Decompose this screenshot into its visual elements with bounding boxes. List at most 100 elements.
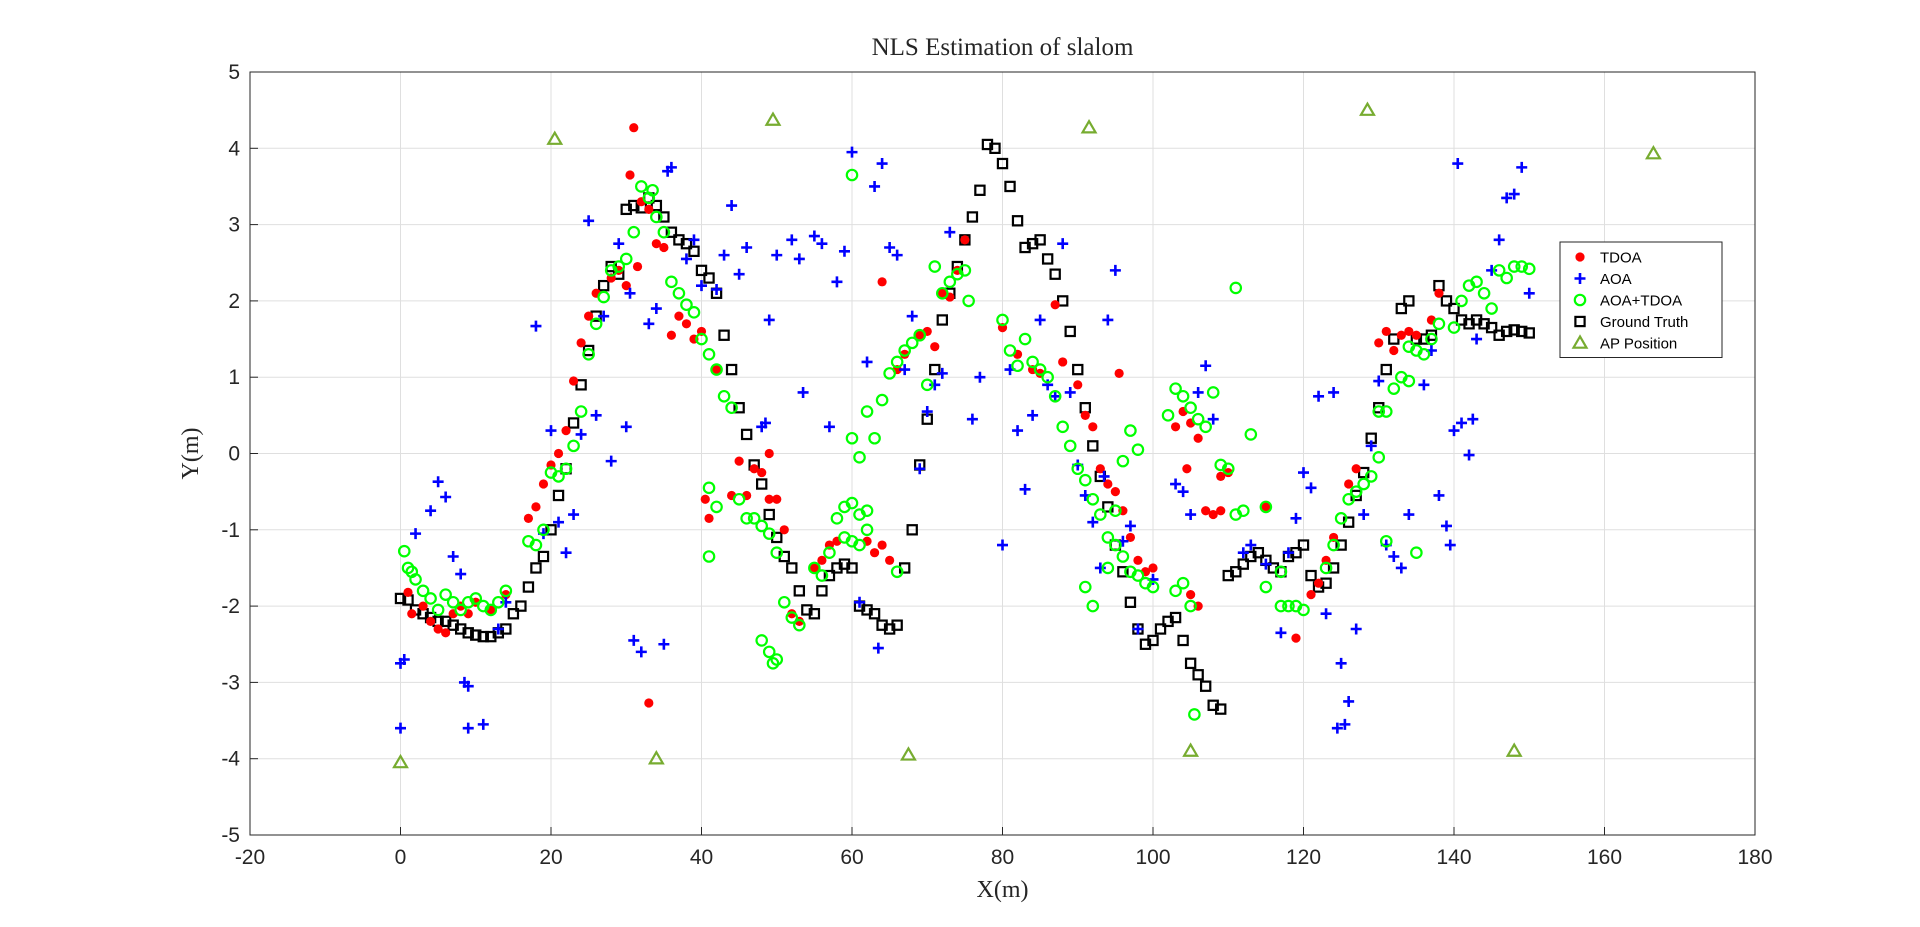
aoa-point: [876, 158, 888, 170]
aoa-point: [1124, 520, 1136, 532]
aoa-tdoa-point: [665, 275, 678, 289]
aoa-point: [854, 596, 866, 608]
x-tick-label: 180: [1737, 846, 1772, 869]
aoa-tdoa-point: [845, 431, 859, 445]
ground-truth-point: [1516, 325, 1528, 338]
aoa-tdoa-point: [1282, 599, 1295, 613]
aoa-point: [447, 551, 459, 563]
y-tick-label: 2: [228, 290, 240, 313]
y-tick-label: -2: [221, 595, 240, 618]
aoa-tdoa-point: [1094, 508, 1107, 521]
ticks: -20 0 20 40 60 80 100 120 140 160 180 -5 -4 -3 -2 -1 0 1 2…: [221, 61, 1772, 869]
aoa-point: [929, 379, 941, 391]
aoa-point: [477, 718, 489, 730]
aoa-tdoa-point: [853, 451, 866, 464]
ground-truth-point: [755, 478, 768, 490]
aoa-tdoa-point: [1379, 405, 1393, 418]
aoa-tdoa-point: [1274, 599, 1288, 613]
y-tick-label: -3: [221, 671, 240, 694]
aoa-tdoa-point: [1176, 576, 1190, 590]
aoa-point: [1109, 264, 1121, 276]
aoa-tdoa-point: [1259, 500, 1273, 514]
aoa-tdoa-point: [567, 439, 580, 453]
ground-truth-point: [891, 619, 903, 631]
aoa-point: [492, 623, 504, 635]
ground-truth-point: [808, 608, 821, 620]
ground-truth-point: [1087, 440, 1099, 452]
ap-position-point: [1182, 742, 1200, 757]
aoa-tdoa-point: [1500, 271, 1513, 285]
aoa-tdoa-point: [793, 618, 806, 632]
tdoa-point: [1125, 532, 1136, 543]
aoa-point: [1339, 718, 1351, 730]
aoa-point: [1358, 509, 1370, 521]
aoa-tdoa-point: [1349, 485, 1363, 498]
ground-truth-point: [1335, 539, 1347, 551]
aoa-tdoa-point: [785, 611, 799, 624]
tdoa-point: [1186, 590, 1196, 600]
aoa-tdoa-point: [1507, 260, 1521, 273]
aoa-tdoa-point: [1011, 359, 1024, 373]
aoa-point: [891, 249, 903, 261]
aoa-tdoa-point: [1492, 264, 1506, 277]
plot-area: -20 0 20 40 60 80 100 120 140 160 180 -5 -4 -3 -2 -1 0 1 2…: [221, 61, 1772, 869]
ground-truth-point: [1297, 539, 1310, 551]
aoa-tdoa-point: [1237, 504, 1250, 518]
tdoa-point: [960, 235, 970, 245]
tdoa-point: [900, 349, 910, 359]
chart-title: NLS Estimation of slalom: [872, 34, 1134, 61]
aoa-point: [1275, 627, 1287, 639]
aoa-point: [823, 421, 835, 433]
aoa-point: [635, 646, 647, 658]
tdoa-point: [632, 261, 643, 272]
aoa-tdoa-point: [770, 653, 784, 666]
aoa-point: [696, 280, 707, 292]
ground-truth-point: [718, 329, 730, 341]
x-tick-label: 60: [840, 846, 863, 869]
aoa-point: [500, 596, 512, 608]
aoa-tdoa-point: [424, 592, 437, 605]
aoa-point: [455, 568, 467, 580]
aoa-point: [568, 509, 580, 521]
ground-truth-point: [665, 226, 678, 238]
ground-truth-point: [1072, 363, 1084, 376]
aoa-point: [733, 268, 745, 280]
aoa-tdoa-point: [1199, 420, 1212, 434]
aoa-point: [1027, 409, 1039, 421]
x-tick-label: 120: [1286, 846, 1321, 869]
aoa-point: [1200, 360, 1212, 372]
aoa-tdoa-point: [627, 225, 641, 239]
aoa-tdoa-point: [823, 546, 836, 559]
ground-truth-point: [1485, 321, 1498, 334]
tdoa-point: [1201, 506, 1211, 516]
aoa-tdoa-point: [1116, 550, 1130, 563]
aoa-point: [553, 516, 565, 528]
aoa-point: [1433, 489, 1445, 501]
ground-truth-point: [725, 363, 738, 376]
aoa-point: [1305, 482, 1317, 494]
aoa-tdoa-point: [439, 588, 452, 601]
aoa-tdoa-point: [1447, 321, 1461, 334]
ap-position-point: [1080, 119, 1098, 134]
aoa-tdoa-point: [1206, 386, 1220, 399]
aoa-point: [741, 241, 753, 253]
tdoa-point: [1291, 633, 1301, 643]
aoa-point: [1516, 161, 1528, 173]
tdoa-point: [704, 513, 714, 523]
series-aoa-tdoa: [397, 168, 1536, 721]
aoa-tdoa-point: [1477, 286, 1491, 300]
aoa-point: [838, 245, 850, 257]
ground-truth-point: [1169, 611, 1182, 624]
ground-truth-point: [1440, 295, 1453, 307]
aoa-point: [1049, 390, 1061, 402]
aoa-point: [921, 406, 933, 418]
aoa-tdoa-point: [1056, 420, 1069, 434]
aoa-tdoa-point: [710, 500, 723, 514]
ground-truth-point: [733, 402, 745, 414]
aoa-point: [575, 428, 587, 440]
ground-truth-point: [1056, 295, 1069, 307]
aoa-tdoa-point: [1131, 569, 1145, 582]
aoa-point: [846, 146, 858, 158]
ground-truth-point: [1500, 325, 1513, 338]
aoa-tdoa-point: [762, 645, 776, 659]
